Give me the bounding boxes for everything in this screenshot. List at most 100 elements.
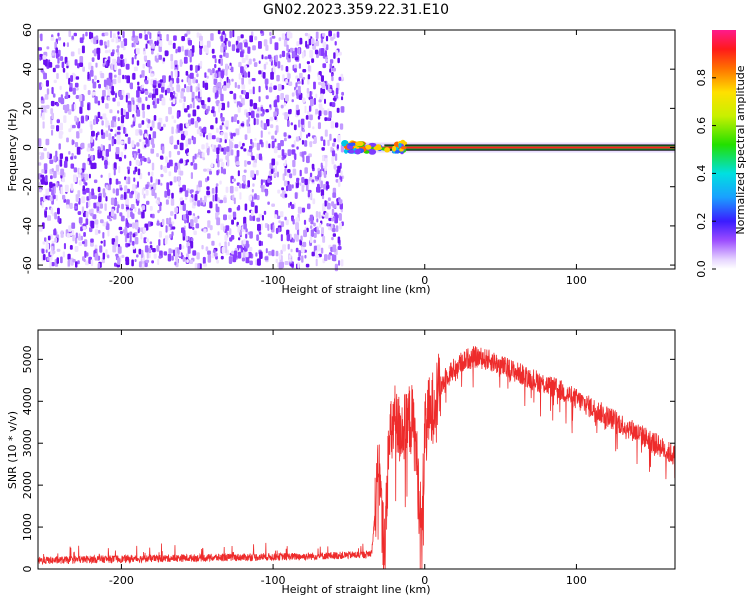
noise-cell [240, 123, 245, 127]
noise-cell [203, 126, 207, 134]
noise-cell [69, 245, 73, 250]
noise-cell [269, 116, 274, 122]
noise-cell [177, 150, 181, 156]
noise-cell [170, 71, 173, 79]
noise-cell [90, 135, 94, 143]
noise-cell [118, 157, 122, 162]
noise-cell [231, 219, 234, 225]
noise-cell [45, 175, 48, 183]
noise-cell [301, 97, 306, 103]
spectrogram-x-tick-label: 0 [421, 274, 428, 287]
noise-cell [273, 147, 278, 154]
noise-cell [218, 106, 221, 113]
noise-cell [256, 142, 260, 151]
noise-cell [340, 170, 343, 177]
noise-cell [337, 57, 340, 64]
noise-cell [280, 211, 284, 217]
noise-cell [293, 124, 297, 131]
signal-blob [373, 145, 382, 151]
noise-cell [131, 57, 134, 65]
noise-cell [173, 144, 178, 150]
snr-x-axis-label: Height of straight line (km) [281, 583, 430, 596]
noise-cell [280, 93, 284, 100]
noise-cell [322, 88, 326, 94]
noise-cell [243, 216, 247, 225]
noise-cell [127, 137, 131, 145]
noise-cell [338, 213, 342, 219]
noise-cell [267, 178, 271, 183]
noise-cell [233, 93, 237, 100]
noise-cell [189, 197, 193, 203]
noise-cell [257, 258, 261, 266]
noise-cell [238, 61, 242, 68]
noise-cell [138, 208, 141, 213]
noise-cell [136, 60, 140, 66]
signal-blob [398, 143, 402, 148]
noise-cell [304, 254, 307, 259]
noise-cell [69, 87, 73, 92]
noise-cell [277, 61, 281, 69]
noise-cell [213, 252, 218, 257]
noise-cell [296, 228, 300, 236]
noise-cell [127, 168, 130, 175]
noise-cell [151, 171, 154, 177]
noise-cell [49, 261, 52, 269]
noise-cell [252, 58, 256, 62]
noise-cell [281, 50, 286, 58]
noise-cell [91, 188, 94, 196]
noise-cell [316, 229, 320, 235]
noise-cell [287, 73, 291, 79]
noise-cell [330, 36, 334, 41]
noise-cell [225, 155, 229, 161]
noise-cell [334, 41, 337, 46]
noise-cell [261, 122, 264, 130]
noise-cell [265, 95, 269, 100]
noise-cell [299, 72, 303, 79]
noise-cell [107, 161, 110, 166]
noise-cell [313, 232, 317, 238]
noise-cell [306, 87, 310, 94]
noise-cell [53, 79, 57, 84]
colorbar-gradient [712, 30, 736, 269]
noise-cell [98, 196, 102, 203]
noise-cell [281, 187, 285, 191]
spectrogram-x-tick-label: -100 [261, 274, 286, 287]
noise-cell [163, 166, 167, 172]
noise-cell [123, 126, 126, 134]
snr-panel: -200 -100 0 100 0 1000 2000 3000 4000 5000 Heigh… [6, 329, 676, 596]
noise-cell [272, 222, 275, 226]
noise-cell [146, 104, 150, 110]
noise-cell [146, 250, 149, 259]
noise-cell [95, 132, 98, 138]
noise-cell [278, 37, 282, 42]
noise-cell [45, 188, 50, 195]
noise-cell [133, 116, 136, 122]
noise-cell [51, 262, 55, 267]
noise-cell [239, 42, 243, 50]
figure-title: GN02.2023.359.22.31.E10 [263, 2, 449, 18]
noise-cell [179, 197, 183, 202]
noise-cell [138, 139, 142, 142]
snr-series-line [37, 345, 676, 570]
noise-cell [141, 205, 146, 211]
noise-cell [42, 121, 45, 129]
noise-cell [82, 241, 85, 245]
noise-cell [243, 90, 246, 95]
noise-cell [298, 250, 301, 257]
noise-cell [132, 222, 135, 229]
noise-cell [50, 119, 53, 125]
noise-cell [132, 72, 136, 80]
noise-cell [216, 170, 219, 176]
noise-cell [123, 109, 126, 116]
noise-cell [258, 240, 262, 247]
noise-cell [218, 242, 222, 247]
noise-cell [52, 194, 56, 200]
noise-cell [274, 165, 277, 173]
noise-cell [137, 97, 142, 103]
noise-cell [81, 45, 85, 54]
noise-cell [157, 258, 160, 266]
noise-cell [284, 137, 287, 142]
noise-cell [287, 31, 291, 39]
noise-cell [79, 106, 83, 114]
noise-cell [244, 42, 248, 48]
